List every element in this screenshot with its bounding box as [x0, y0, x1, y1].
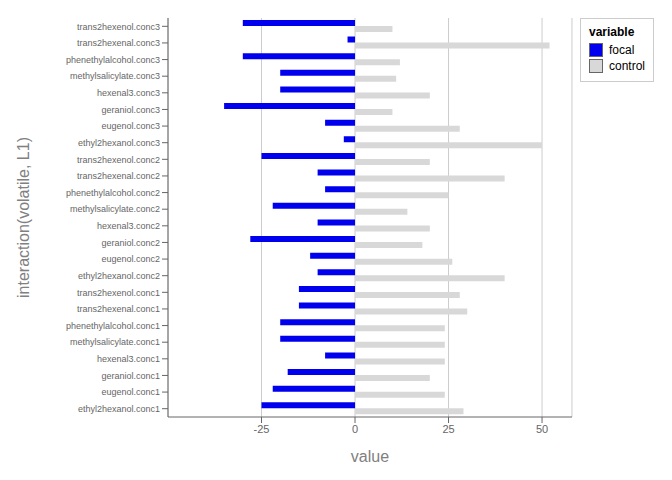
svg-text:25: 25	[442, 423, 454, 435]
svg-text:-25: -25	[254, 423, 270, 435]
svg-text:hexenal3.conc1: hexenal3.conc1	[97, 354, 160, 364]
svg-text:phenethylalcohol.conc2: phenethylalcohol.conc2	[66, 188, 160, 198]
svg-text:eugenol.conc2: eugenol.conc2	[101, 254, 160, 264]
svg-text:methylsalicylate.conc1: methylsalicylate.conc1	[70, 337, 160, 347]
svg-text:0: 0	[352, 423, 358, 435]
svg-text:hexenal3.conc2: hexenal3.conc2	[97, 221, 160, 231]
svg-text:trans2hexenol.conc2: trans2hexenol.conc2	[77, 155, 160, 165]
svg-text:methylsalicylate.conc3: methylsalicylate.conc3	[70, 71, 160, 81]
svg-text:ethyl2hexanol.conc2: ethyl2hexanol.conc2	[78, 271, 160, 281]
svg-text:ethyl2hexanol.conc3: ethyl2hexanol.conc3	[78, 138, 160, 148]
svg-text:trans2hexenal.conc2: trans2hexenal.conc2	[77, 171, 160, 181]
svg-text:eugenol.conc3: eugenol.conc3	[101, 121, 160, 131]
html-text:control: control	[609, 59, 645, 73]
svg-text:50: 50	[536, 423, 548, 435]
svg-text:phenethylalcohol.conc3: phenethylalcohol.conc3	[66, 55, 160, 65]
svg-text:hexenal3.conc3: hexenal3.conc3	[97, 88, 160, 98]
svg-text:geraniol.conc2: geraniol.conc2	[101, 238, 160, 248]
svg-text:trans2hexenal.conc3: trans2hexenal.conc3	[77, 38, 160, 48]
svg-text:methylsalicylate.conc2: methylsalicylate.conc2	[70, 204, 160, 214]
svg-text:ethyl2hexanol.conc1: ethyl2hexanol.conc1	[78, 404, 160, 414]
svg-text:phenethylalcohol.conc1: phenethylalcohol.conc1	[66, 321, 160, 331]
svg-text:eugenol.conc1: eugenol.conc1	[101, 387, 160, 397]
svg-text:trans2hexenol.conc3: trans2hexenol.conc3	[77, 22, 160, 32]
html-text:focal: focal	[609, 43, 635, 57]
svg-text:trans2hexenal.conc1: trans2hexenal.conc1	[77, 304, 160, 314]
html-text:variable: variable	[589, 25, 635, 39]
svg-text:trans2hexenol.conc1: trans2hexenol.conc1	[77, 288, 160, 298]
svg-text:geraniol.conc1: geraniol.conc1	[101, 371, 160, 381]
svg-text:value: value	[351, 448, 389, 465]
svg-text:interaction(volatile, L1): interaction(volatile, L1)	[15, 137, 32, 298]
svg-text:geraniol.conc3: geraniol.conc3	[101, 105, 160, 115]
